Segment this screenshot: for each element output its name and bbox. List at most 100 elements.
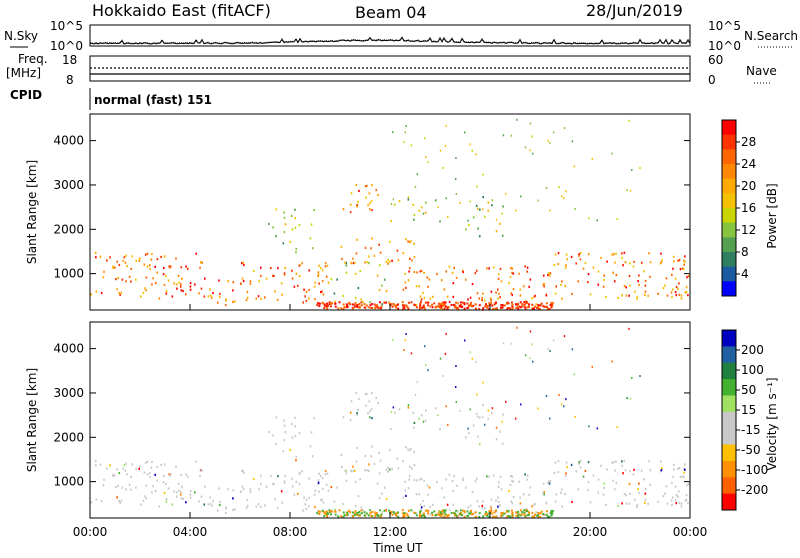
power-cell	[260, 297, 262, 300]
velocity-cell	[216, 509, 219, 512]
power-cell	[419, 302, 422, 305]
velocity-cell	[387, 470, 389, 473]
power-cell	[181, 277, 183, 280]
velocity-cell	[606, 468, 608, 471]
xtick-label: 00:00	[73, 525, 108, 539]
velocity-cell	[471, 512, 474, 515]
velocity-cell	[94, 459, 97, 463]
velocity-cell	[290, 422, 293, 426]
power-cell	[365, 184, 368, 187]
velocity-cell	[633, 468, 635, 471]
velocity-cell	[408, 449, 411, 452]
power-cell	[294, 226, 297, 230]
velocity-cell	[484, 423, 486, 426]
velocity-cell	[448, 508, 451, 512]
velocity-cell	[317, 479, 320, 482]
power-cell	[555, 285, 558, 288]
velocity-cell	[227, 488, 230, 491]
velocity-cell	[385, 468, 388, 471]
velocity-cell	[356, 412, 358, 415]
power-cell	[171, 295, 174, 298]
velocity-cell	[246, 498, 249, 502]
velocity-cell	[309, 445, 312, 448]
velocity-colorbar-segment	[722, 444, 736, 462]
power-cell	[527, 305, 530, 308]
power-cell	[495, 230, 498, 233]
power-cell	[503, 304, 506, 307]
velocity-cell	[408, 478, 410, 481]
power-cell	[383, 301, 386, 304]
power-cell	[360, 301, 363, 304]
power-cell	[612, 253, 615, 256]
power-cell	[441, 301, 444, 304]
velocity-cell	[336, 486, 338, 489]
velocity-cell	[517, 513, 520, 516]
power-cell	[628, 274, 631, 278]
velocity-cell	[403, 349, 405, 352]
velocity-cell	[249, 490, 252, 493]
power-cell	[464, 278, 467, 281]
velocity-cell	[535, 511, 538, 514]
velocity-cell	[348, 509, 351, 512]
power-cell	[672, 267, 674, 270]
power-cell	[144, 287, 146, 290]
power-cell	[131, 255, 134, 258]
velocity-cell	[334, 513, 337, 516]
velocity-cell	[508, 489, 510, 493]
velocity-cell	[182, 497, 184, 501]
velocity-cell	[505, 400, 507, 403]
power-cell	[420, 300, 422, 303]
power-cell	[189, 285, 192, 288]
velocity-cell	[241, 485, 244, 488]
power-cell	[584, 261, 587, 265]
power-cell	[392, 131, 394, 134]
velocity-cell	[462, 509, 465, 512]
velocity-cell	[684, 468, 686, 471]
velocity-cell	[439, 514, 442, 517]
power-cell	[467, 298, 469, 301]
nave-tick-bottom: 0	[708, 73, 716, 87]
velocity-cell	[629, 492, 631, 495]
power-cell	[440, 279, 443, 282]
power-cell	[632, 265, 635, 268]
velocity-cell	[531, 505, 533, 508]
power-cell	[489, 297, 492, 300]
power-cell	[482, 292, 484, 295]
velocity-cell	[674, 498, 677, 502]
power-cell	[308, 297, 310, 300]
velocity-cell	[626, 397, 628, 400]
velocity-cell	[112, 474, 114, 478]
power-cell	[393, 304, 396, 307]
power-cell	[429, 297, 432, 300]
power-cell	[625, 286, 628, 289]
power-cell	[684, 255, 686, 258]
power-cell	[474, 307, 477, 310]
velocity-cell	[346, 511, 349, 514]
velocity-cell	[370, 514, 373, 517]
power-cell	[507, 307, 510, 310]
velocity-cell	[519, 514, 522, 517]
power-cell	[314, 297, 316, 301]
power-cell	[316, 301, 319, 305]
velocity-cell	[291, 436, 294, 439]
power-cell	[232, 300, 234, 304]
velocity-cell	[342, 516, 345, 519]
power-cell	[422, 291, 424, 295]
power-cell	[291, 228, 294, 231]
velocity-cell	[617, 504, 619, 508]
velocity-cell	[151, 460, 153, 464]
power-cell	[277, 267, 279, 270]
velocity-cell	[362, 508, 364, 512]
power-cell	[175, 257, 177, 260]
power-cell	[144, 253, 147, 256]
power-cell	[424, 156, 427, 159]
velocity-cell	[342, 502, 344, 505]
velocity-cell	[349, 419, 352, 422]
velocity-cell	[144, 495, 146, 498]
velocity-cell	[507, 515, 510, 518]
velocity-cell	[475, 477, 478, 480]
velocity-panel-frame	[89, 321, 691, 519]
velocity-cell	[443, 515, 446, 518]
velocity-cell	[345, 472, 348, 475]
